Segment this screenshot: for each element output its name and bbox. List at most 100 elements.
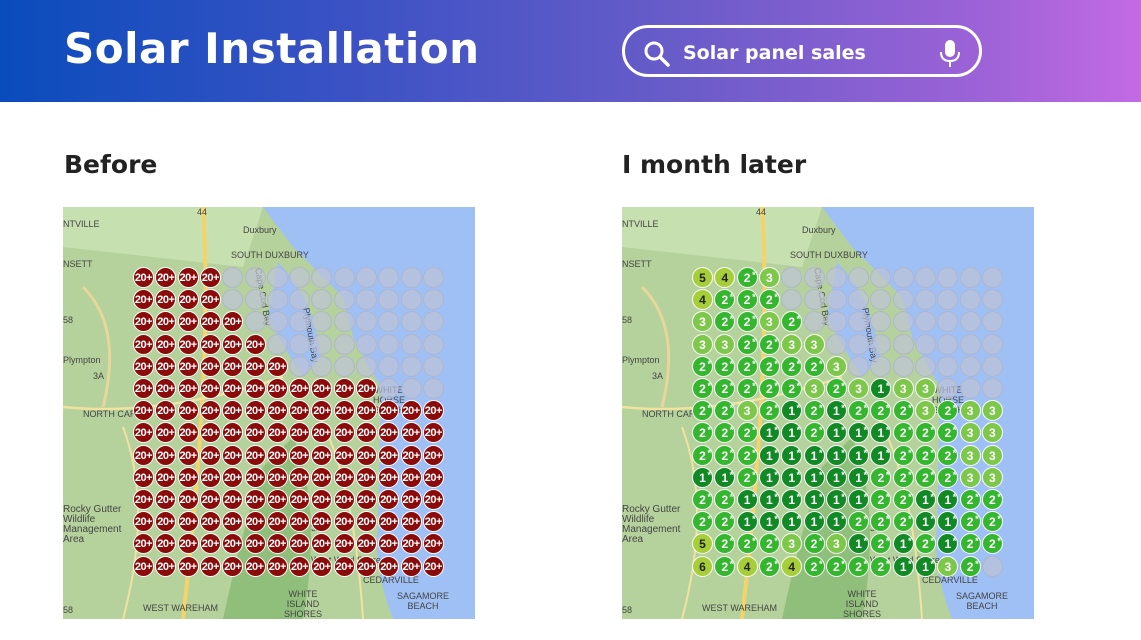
grid-point-empty[interactable]: [311, 267, 333, 288]
grid-point-empty[interactable]: [981, 333, 1003, 355]
rank-marker[interactable]: 20+: [311, 378, 333, 399]
rank-marker[interactable]: 2: [758, 376, 780, 399]
rank-marker[interactable]: 1: [848, 531, 870, 555]
rank-marker[interactable]: 20+: [199, 489, 221, 510]
rank-marker[interactable]: 2: [981, 487, 1003, 510]
grid-point-empty[interactable]: [289, 355, 311, 377]
rank-marker[interactable]: 20+: [155, 311, 177, 333]
rank-marker[interactable]: 2: [915, 420, 936, 444]
rank-marker[interactable]: 20+: [378, 466, 400, 488]
search-bar[interactable]: Solar panel sales: [622, 25, 982, 77]
grid-point-empty[interactable]: [311, 311, 333, 333]
rank-marker[interactable]: 20+: [177, 466, 199, 488]
rank-marker[interactable]: 1: [781, 420, 803, 444]
rank-marker[interactable]: 2: [736, 309, 758, 333]
rank-marker[interactable]: 20+: [422, 555, 444, 577]
rank-marker[interactable]: 20+: [311, 533, 333, 555]
grid-point-empty[interactable]: [781, 289, 803, 311]
rank-marker[interactable]: 20+: [378, 400, 400, 422]
rank-marker[interactable]: 20+: [177, 355, 199, 377]
grid-point-empty[interactable]: [266, 333, 288, 355]
rank-marker[interactable]: 2: [714, 554, 736, 577]
rank-marker[interactable]: 2: [870, 509, 892, 533]
rank-marker[interactable]: 20+: [333, 422, 355, 444]
grid-point-empty[interactable]: [244, 311, 266, 333]
rank-marker[interactable]: 3: [825, 533, 847, 555]
rank-marker[interactable]: 2: [714, 287, 736, 311]
rank-marker[interactable]: 2: [915, 443, 936, 466]
rank-marker[interactable]: 20+: [177, 511, 199, 533]
rank-marker[interactable]: 2: [937, 398, 959, 422]
grid-point-empty[interactable]: [378, 311, 400, 333]
rank-marker[interactable]: 20+: [266, 489, 288, 510]
rank-marker[interactable]: 1: [848, 465, 870, 488]
grid-point-empty[interactable]: [959, 267, 981, 288]
grid-point-empty[interactable]: [848, 289, 870, 311]
grid-point-empty[interactable]: [333, 355, 355, 377]
rank-marker[interactable]: 2: [736, 376, 758, 399]
rank-marker[interactable]: 1: [736, 487, 758, 510]
rank-marker[interactable]: 20+: [333, 378, 355, 399]
rank-marker[interactable]: 1: [758, 509, 780, 533]
grid-point-empty[interactable]: [981, 555, 1003, 577]
rank-marker[interactable]: 2: [981, 509, 1003, 533]
rank-marker[interactable]: 2: [692, 487, 713, 510]
rank-marker[interactable]: 1: [937, 509, 959, 533]
rank-marker[interactable]: 2: [714, 398, 736, 422]
grid-point-empty[interactable]: [400, 289, 422, 311]
grid-point-empty[interactable]: [937, 378, 959, 399]
rank-marker[interactable]: 1: [781, 465, 803, 488]
rank-marker[interactable]: 20+: [133, 400, 154, 422]
grid-point-empty[interactable]: [422, 267, 444, 288]
grid-point-empty[interactable]: [981, 378, 1003, 399]
rank-marker[interactable]: 2: [915, 465, 936, 488]
rank-marker[interactable]: 1: [758, 420, 780, 444]
rank-marker[interactable]: 3: [692, 311, 713, 333]
rank-marker[interactable]: 2: [736, 265, 758, 288]
grid-point-empty[interactable]: [937, 289, 959, 311]
rank-marker[interactable]: 20+: [199, 555, 221, 577]
grid-point-empty[interactable]: [892, 289, 914, 311]
rank-marker[interactable]: 2: [781, 309, 803, 333]
rank-marker[interactable]: 2: [848, 398, 870, 422]
rank-marker[interactable]: 3: [825, 355, 847, 377]
rank-marker[interactable]: 2: [714, 509, 736, 533]
rank-marker[interactable]: 20+: [311, 511, 333, 533]
rank-marker[interactable]: 20+: [378, 555, 400, 577]
rank-marker[interactable]: 1: [692, 465, 713, 488]
grid-point-empty[interactable]: [892, 267, 914, 288]
rank-marker[interactable]: 2: [803, 420, 825, 444]
rank-marker[interactable]: 20+: [133, 444, 154, 466]
grid-point-empty[interactable]: [422, 311, 444, 333]
rank-marker[interactable]: 1: [758, 487, 780, 510]
rank-marker[interactable]: 20+: [422, 444, 444, 466]
grid-point-empty[interactable]: [937, 355, 959, 377]
grid-point-empty[interactable]: [400, 311, 422, 333]
rank-marker[interactable]: 2: [781, 354, 803, 377]
rank-marker[interactable]: 20+: [222, 466, 244, 488]
grid-point-empty[interactable]: [222, 267, 244, 288]
rank-marker[interactable]: 2: [692, 443, 713, 466]
rank-marker[interactable]: 3: [758, 311, 780, 333]
rank-marker[interactable]: 2: [692, 509, 713, 533]
grid-point-empty[interactable]: [915, 311, 936, 333]
rank-marker[interactable]: 20+: [177, 311, 199, 333]
rank-marker[interactable]: 3: [781, 333, 803, 355]
rank-marker[interactable]: 20+: [289, 378, 311, 399]
grid-point-empty[interactable]: [356, 355, 377, 377]
grid-point-empty[interactable]: [378, 378, 400, 399]
grid-point-empty[interactable]: [892, 311, 914, 333]
rank-marker[interactable]: 1: [803, 509, 825, 533]
rank-marker[interactable]: 2: [959, 487, 981, 510]
grid-point-empty[interactable]: [422, 355, 444, 377]
rank-marker[interactable]: 20+: [133, 355, 154, 377]
rank-marker[interactable]: 20+: [266, 466, 288, 488]
rank-marker[interactable]: 20+: [177, 400, 199, 422]
rank-marker[interactable]: 20+: [289, 400, 311, 422]
rank-marker[interactable]: 20+: [177, 444, 199, 466]
rank-marker[interactable]: 2: [758, 332, 780, 355]
rank-marker[interactable]: 20+: [400, 422, 422, 444]
grid-point-empty[interactable]: [848, 267, 870, 288]
rank-marker[interactable]: 2: [803, 398, 825, 422]
rank-marker[interactable]: 20+: [356, 444, 377, 466]
